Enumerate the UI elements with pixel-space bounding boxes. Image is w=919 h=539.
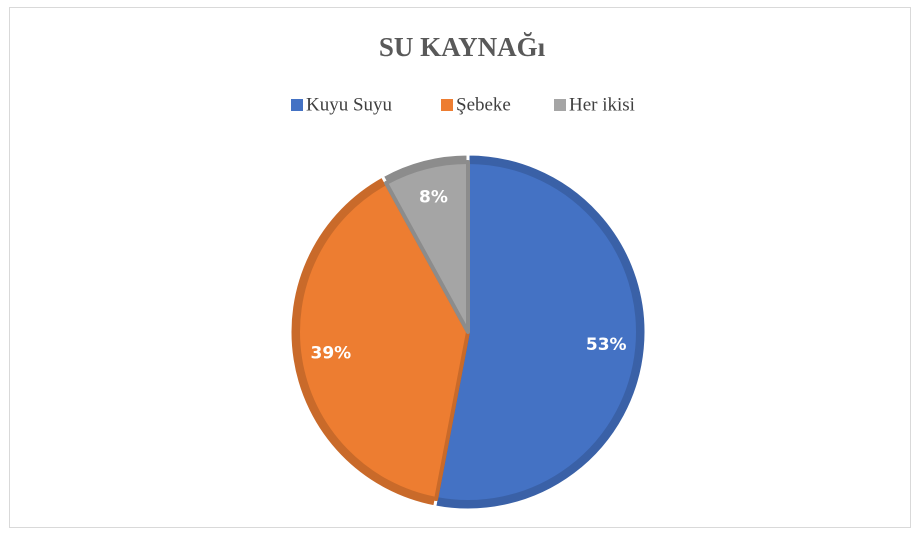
data-label: 53%: [586, 335, 627, 355]
slice-inner: [434, 160, 640, 504]
pie-slice: [380, 152, 470, 334]
legend-swatch: [554, 99, 566, 111]
data-label: 39%: [311, 344, 352, 364]
chart-title: SU KAYNAĞı: [379, 32, 546, 62]
legend-label: Kuyu Suyu: [306, 94, 393, 115]
pie-slice: [433, 152, 648, 512]
data-label: 8%: [419, 188, 448, 208]
legend-swatch: [441, 99, 453, 111]
slice-inner: [296, 181, 470, 501]
pie-slice: [288, 174, 470, 509]
legend-label: Şebeke: [456, 94, 511, 115]
legend-swatch: [291, 99, 303, 111]
slice-inner: [384, 160, 470, 334]
legend-label: Her ikisi: [569, 94, 635, 115]
